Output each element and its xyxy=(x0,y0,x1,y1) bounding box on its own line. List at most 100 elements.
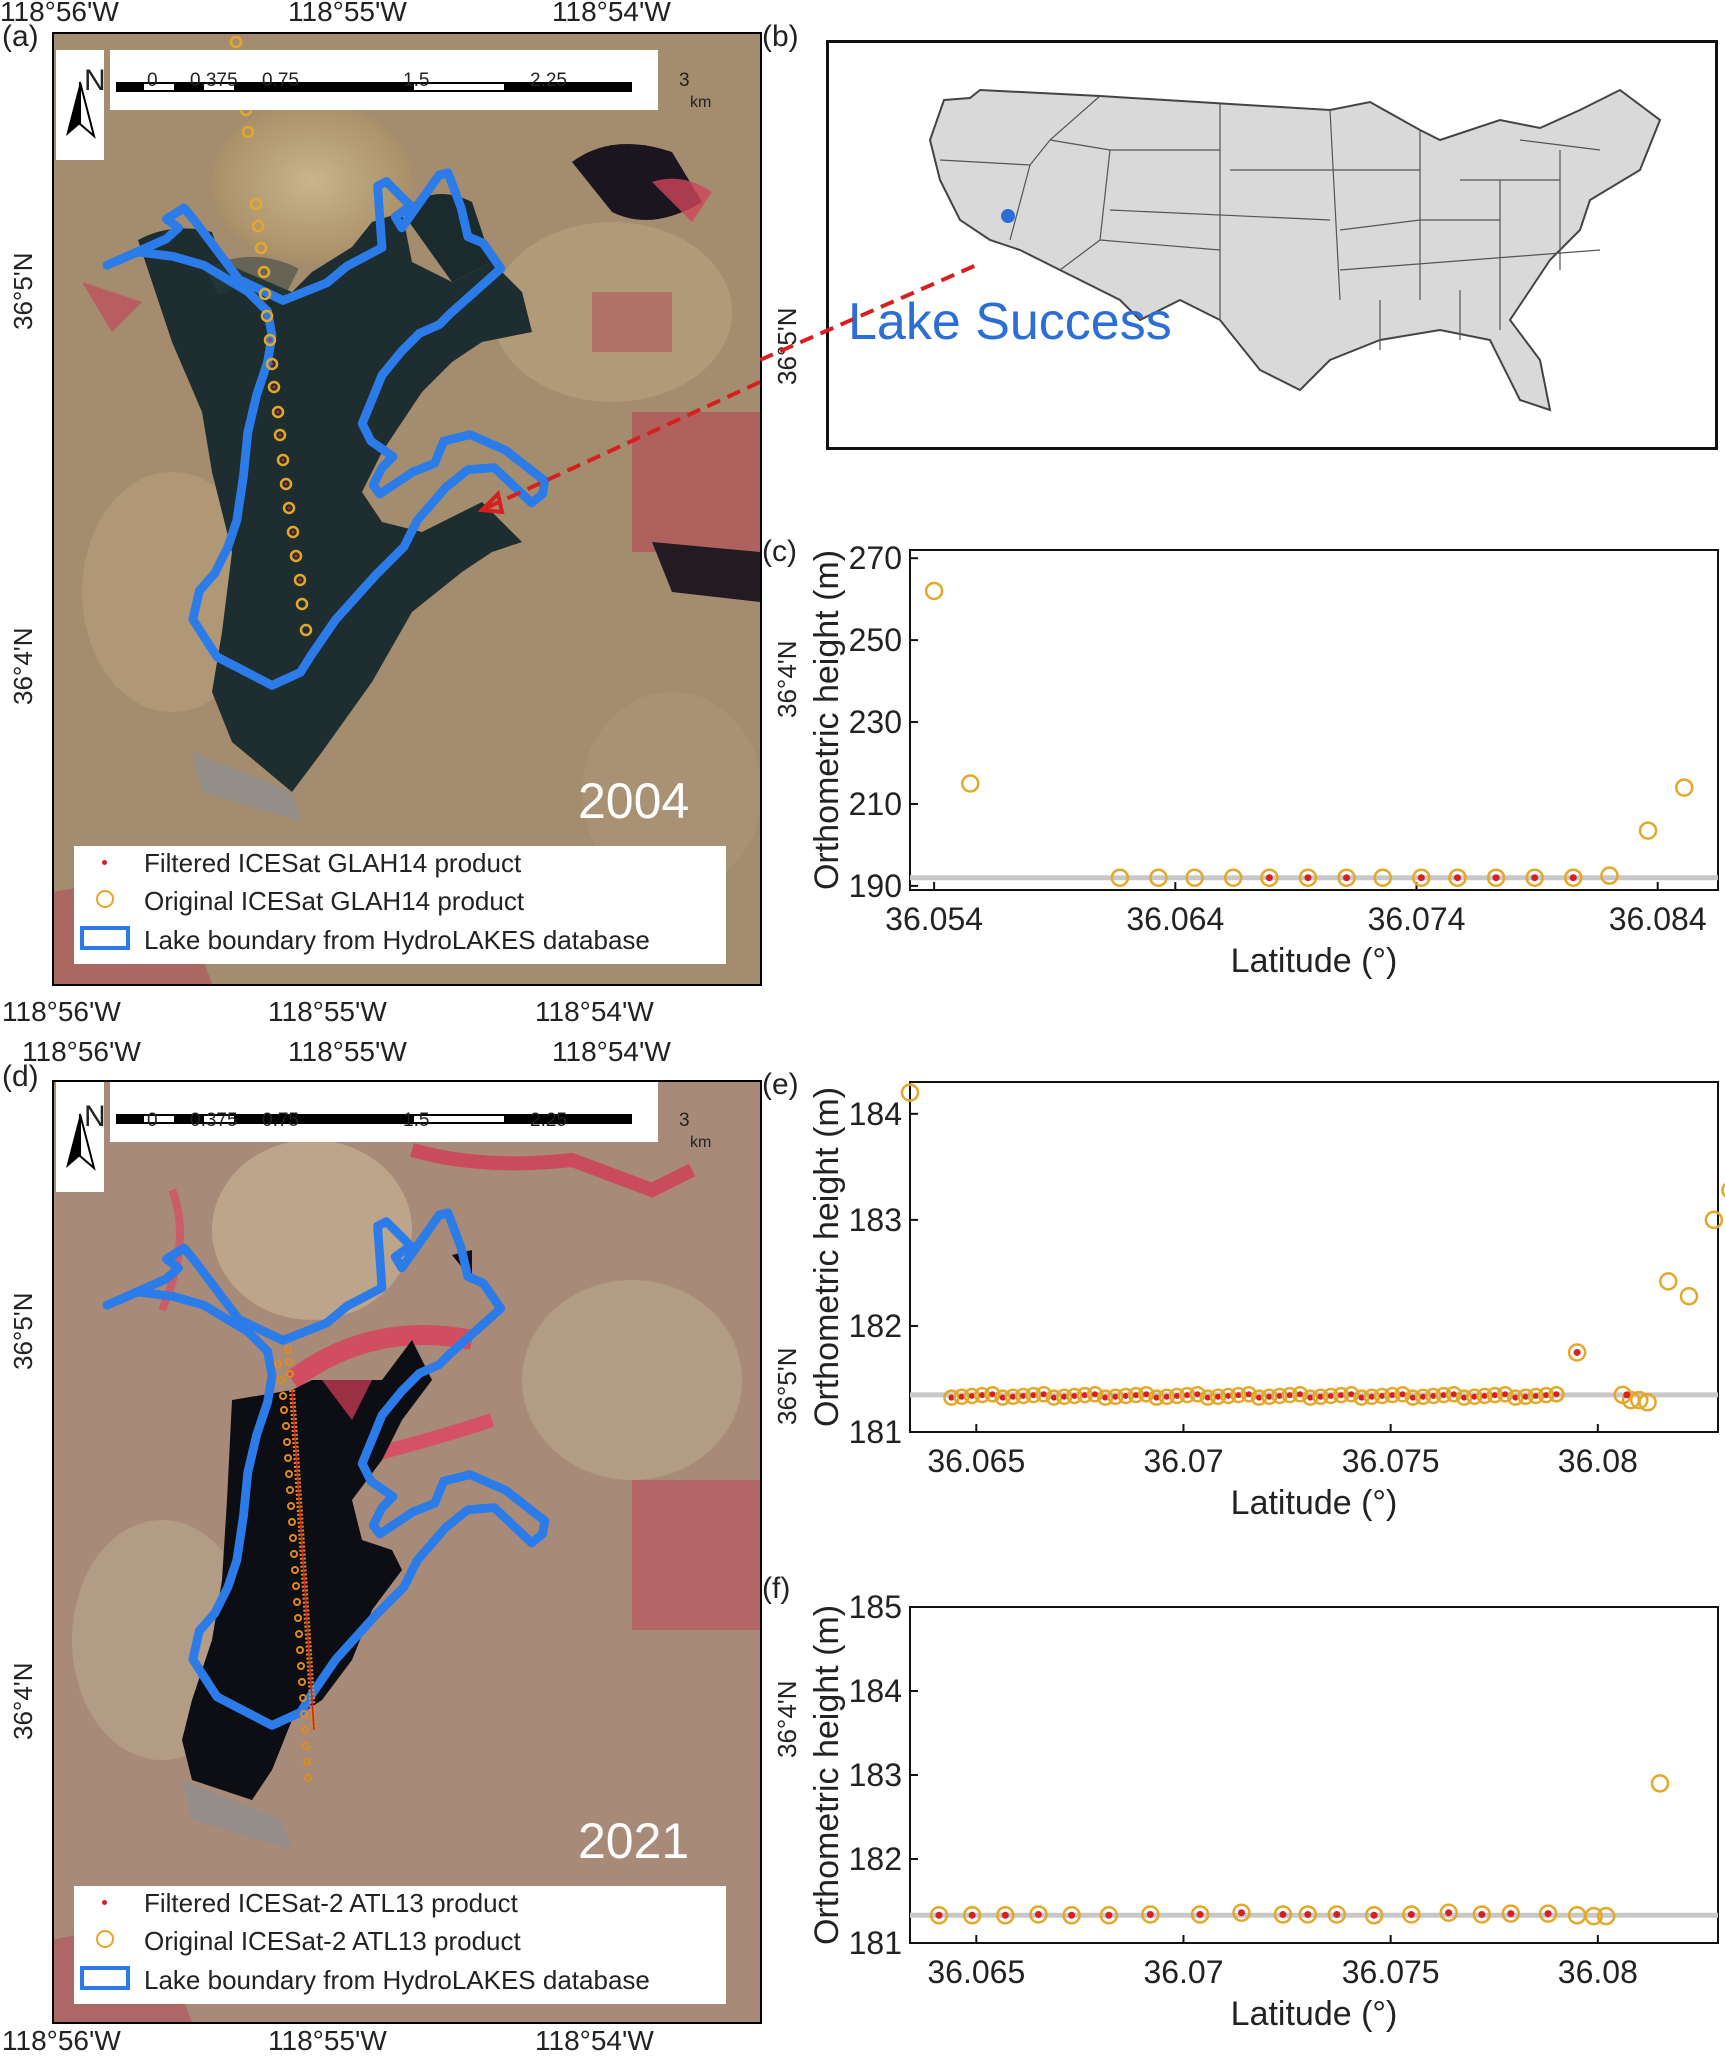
legend-marker-lake xyxy=(80,1966,130,1990)
legend-item: Lake boundary from HydroLAKES database xyxy=(144,1965,650,1995)
lon-tick-bottom: 118°55'W xyxy=(268,996,387,1027)
legend-marker-original xyxy=(96,1930,114,1948)
filtered-point xyxy=(1407,1910,1415,1918)
filtered-point xyxy=(1317,1393,1324,1400)
filtered-point xyxy=(935,1911,943,1919)
filtered-point xyxy=(1174,1392,1181,1399)
lat-tick-right: 36°4'N xyxy=(772,1680,802,1758)
filtered-point xyxy=(1544,1910,1552,1918)
original-point xyxy=(1414,1388,1432,1406)
original-point xyxy=(984,1385,1001,1403)
original-point xyxy=(1232,1903,1251,1923)
original-point xyxy=(1425,1387,1442,1405)
filtered-point xyxy=(1020,1392,1027,1399)
panel-a-label: (a) xyxy=(2,20,39,53)
filtered-point xyxy=(1133,1392,1140,1399)
filtered-point xyxy=(999,1394,1006,1401)
original-point xyxy=(1199,1389,1217,1406)
y-axis-label: Orthometric height (m) xyxy=(808,1605,846,1945)
x-tick-label: 36.074 xyxy=(1368,901,1466,937)
panel-b: (b) Lake Success xyxy=(760,20,1725,470)
filtered-point xyxy=(1417,874,1425,882)
original-point xyxy=(1045,1389,1063,1406)
original-point xyxy=(1261,1388,1278,1406)
filtered-point xyxy=(1461,1394,1468,1401)
original-point xyxy=(1117,1387,1134,1405)
original-point xyxy=(1394,1385,1411,1403)
y-tick-label: 182 xyxy=(849,1308,902,1344)
original-point xyxy=(1674,778,1694,797)
filtered-point xyxy=(958,1393,965,1400)
y-axis-label: Orthometric height (m) xyxy=(808,550,846,890)
original-point xyxy=(1179,1386,1196,1404)
original-point xyxy=(1486,1386,1504,1404)
filtered-point xyxy=(1196,1910,1204,1918)
legend-item: Filtered ICESat-2 ATL13 product xyxy=(144,1888,518,1918)
original-point xyxy=(1564,868,1583,887)
original-point xyxy=(1240,1385,1258,1403)
legend-item: Original ICESat GLAH14 product xyxy=(144,886,525,916)
x-tick-label: 36.065 xyxy=(927,1443,1025,1479)
lake-boundary xyxy=(102,168,550,690)
filtered-point xyxy=(1370,1911,1378,1919)
filtered-point xyxy=(1068,1911,1076,1919)
filtered-point xyxy=(1276,1392,1283,1399)
location-arrow xyxy=(481,380,760,512)
scale-label: 0 xyxy=(147,1110,158,1131)
original-point xyxy=(924,581,944,601)
original-point xyxy=(1096,1389,1114,1406)
x-tick-label: 36.064 xyxy=(1126,901,1224,937)
legend-marker-lake xyxy=(80,926,130,950)
original-point xyxy=(1384,1386,1401,1404)
panel-c-label: (c) xyxy=(762,535,797,568)
original-point xyxy=(962,1906,982,1925)
filtered-point xyxy=(1163,1393,1170,1400)
lon-tick-bottom: 118°54'W xyxy=(535,2025,654,2056)
filtered-point xyxy=(1184,1392,1191,1399)
x-tick-label: 36.075 xyxy=(1342,1954,1440,1990)
x-axis-label: Latitude (°) xyxy=(1231,1484,1398,1522)
lon-tick-bottom: 118°54'W xyxy=(535,996,654,1027)
filtered-point xyxy=(1143,1391,1150,1398)
original-point xyxy=(1055,1388,1073,1406)
filtered-point xyxy=(1034,1910,1042,1918)
original-point xyxy=(1035,1385,1052,1403)
original-point xyxy=(1486,868,1506,887)
x-tick-label: 36.08 xyxy=(1558,1954,1638,1990)
original-point xyxy=(963,1387,981,1405)
x-tick-label: 36.084 xyxy=(1609,901,1707,937)
lake-boundary xyxy=(102,1208,550,1730)
y-tick-label: 183 xyxy=(849,1202,902,1238)
original-point xyxy=(1260,868,1279,887)
original-point xyxy=(1273,1905,1293,1924)
legend-a: Filtered ICESat GLAH14 product Original … xyxy=(74,846,726,964)
original-point xyxy=(1435,1386,1452,1404)
original-point xyxy=(1567,1343,1587,1362)
filtered-point xyxy=(1061,1393,1068,1400)
filtered-point xyxy=(1623,1391,1631,1399)
lat-tick-right: 36°5'N xyxy=(772,1347,802,1425)
scale-label: 0.375 xyxy=(190,70,238,91)
original-point xyxy=(1496,1385,1514,1403)
y-tick-label: 190 xyxy=(849,868,902,904)
filtered-point xyxy=(1569,874,1577,882)
filtered-point xyxy=(1146,1910,1154,1918)
filtered-point xyxy=(1338,1392,1345,1399)
original-point xyxy=(1271,1387,1288,1405)
original-point xyxy=(1600,866,1619,885)
legend-marker-original xyxy=(96,890,114,908)
original-point xyxy=(1322,1387,1340,1405)
filtered-point xyxy=(1420,1393,1427,1400)
y-tick-label: 210 xyxy=(849,786,902,822)
scale-label: 0 xyxy=(147,70,158,91)
original-point xyxy=(1517,1388,1534,1406)
filtered-point xyxy=(1050,1394,1057,1401)
y-tick-label: 182 xyxy=(849,1841,902,1877)
usa-inset-map xyxy=(928,88,1662,412)
y-tick-label: 181 xyxy=(849,1925,902,1961)
original-point xyxy=(953,1388,970,1406)
original-point xyxy=(929,1906,949,1925)
filtered-point xyxy=(1522,1393,1529,1400)
chart-f: 181 182 183 184 185 36.065 36.07 36.075 36.08 Lat… xyxy=(808,1589,1719,2033)
filtered-point xyxy=(1304,874,1312,882)
